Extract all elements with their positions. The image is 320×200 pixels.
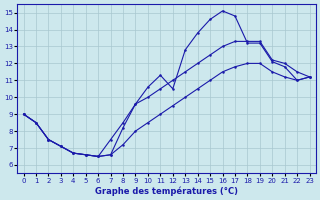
X-axis label: Graphe des températures (°C): Graphe des températures (°C) (95, 186, 238, 196)
